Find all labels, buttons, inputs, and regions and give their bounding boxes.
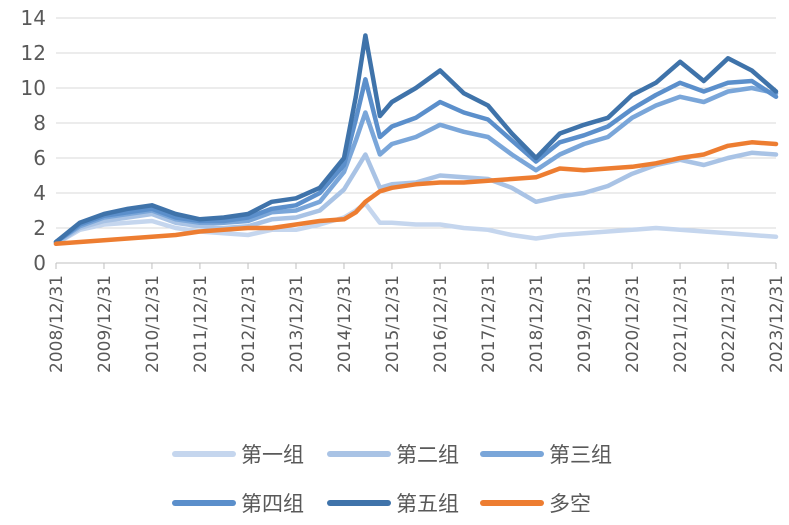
legend-label: 第三组 — [549, 443, 612, 467]
legend-label: 多空 — [549, 492, 591, 516]
x-axis — [55, 262, 777, 269]
x-tick-label: 2018/12/31 — [527, 275, 547, 373]
legend-label: 第四组 — [241, 492, 304, 516]
series-line-2 — [53, 150, 779, 247]
y-tick-label: 4 — [33, 181, 46, 205]
x-tick-label: 2014/12/31 — [335, 275, 355, 373]
x-tick-label: 2012/12/31 — [239, 275, 259, 373]
series-line-6 — [53, 140, 779, 247]
legend-label: 第一组 — [241, 443, 304, 467]
series-line-5 — [53, 33, 779, 245]
y-tick-label: 8 — [33, 111, 46, 135]
x-tick-label: 2022/12/31 — [719, 275, 739, 373]
y-tick-label: 14 — [21, 6, 46, 30]
series-line-4 — [53, 77, 779, 245]
series-line-1 — [53, 201, 779, 247]
legend-label: 第五组 — [396, 492, 459, 516]
x-tick-label: 2020/12/31 — [623, 275, 643, 373]
x-tick-label: 2008/12/31 — [47, 275, 67, 373]
y-tick-label: 12 — [21, 41, 46, 65]
x-axis-tick-labels: 2008/12/31 2009/12/31 2010/12/31 2011/12/31… — [47, 275, 787, 373]
x-tick-label: 2019/12/31 — [575, 275, 595, 373]
legend-label: 第二组 — [396, 443, 459, 467]
x-tick-label: 2011/12/31 — [191, 275, 211, 373]
x-tick-label: 2010/12/31 — [143, 275, 163, 373]
x-tick-label: 2021/12/31 — [671, 275, 691, 373]
y-axis-tick-labels: 0 2 4 6 8 10 12 14 — [21, 6, 46, 275]
x-tick-label: 2016/12/31 — [431, 275, 451, 373]
series-lines — [53, 33, 779, 247]
y-tick-label: 6 — [33, 146, 46, 170]
y-tick-label: 2 — [33, 216, 46, 240]
y-tick-label: 10 — [21, 76, 46, 100]
x-tick-label: 2017/12/31 — [479, 275, 499, 373]
x-tick-label: 2023/12/31 — [767, 275, 787, 373]
y-tick-label: 0 — [33, 251, 46, 275]
x-tick-label: 2009/12/31 — [95, 275, 115, 373]
x-tick-label: 2015/12/31 — [383, 275, 403, 373]
gridlines — [56, 17, 776, 229]
x-tick-label: 2013/12/31 — [287, 275, 307, 373]
